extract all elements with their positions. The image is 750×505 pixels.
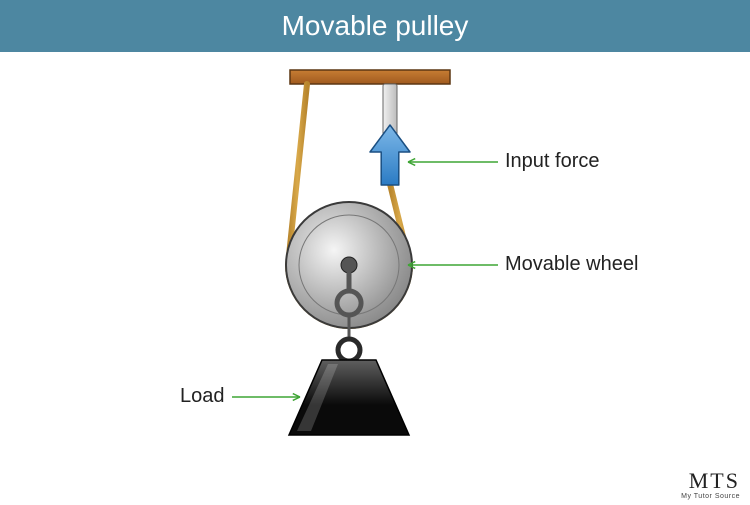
- label-input-force: Input force: [505, 150, 600, 173]
- label-movable-wheel: Movable wheel: [505, 253, 638, 276]
- logo-text: MTS: [689, 468, 740, 494]
- logo-subtext: My Tutor Source: [681, 493, 740, 500]
- diagram-svg: [0, 60, 750, 500]
- label-load: Load: [180, 385, 225, 408]
- title-text: Movable pulley: [282, 10, 469, 41]
- pulley-diagram: [0, 60, 750, 500]
- title-bar: Movable pulley: [0, 0, 750, 52]
